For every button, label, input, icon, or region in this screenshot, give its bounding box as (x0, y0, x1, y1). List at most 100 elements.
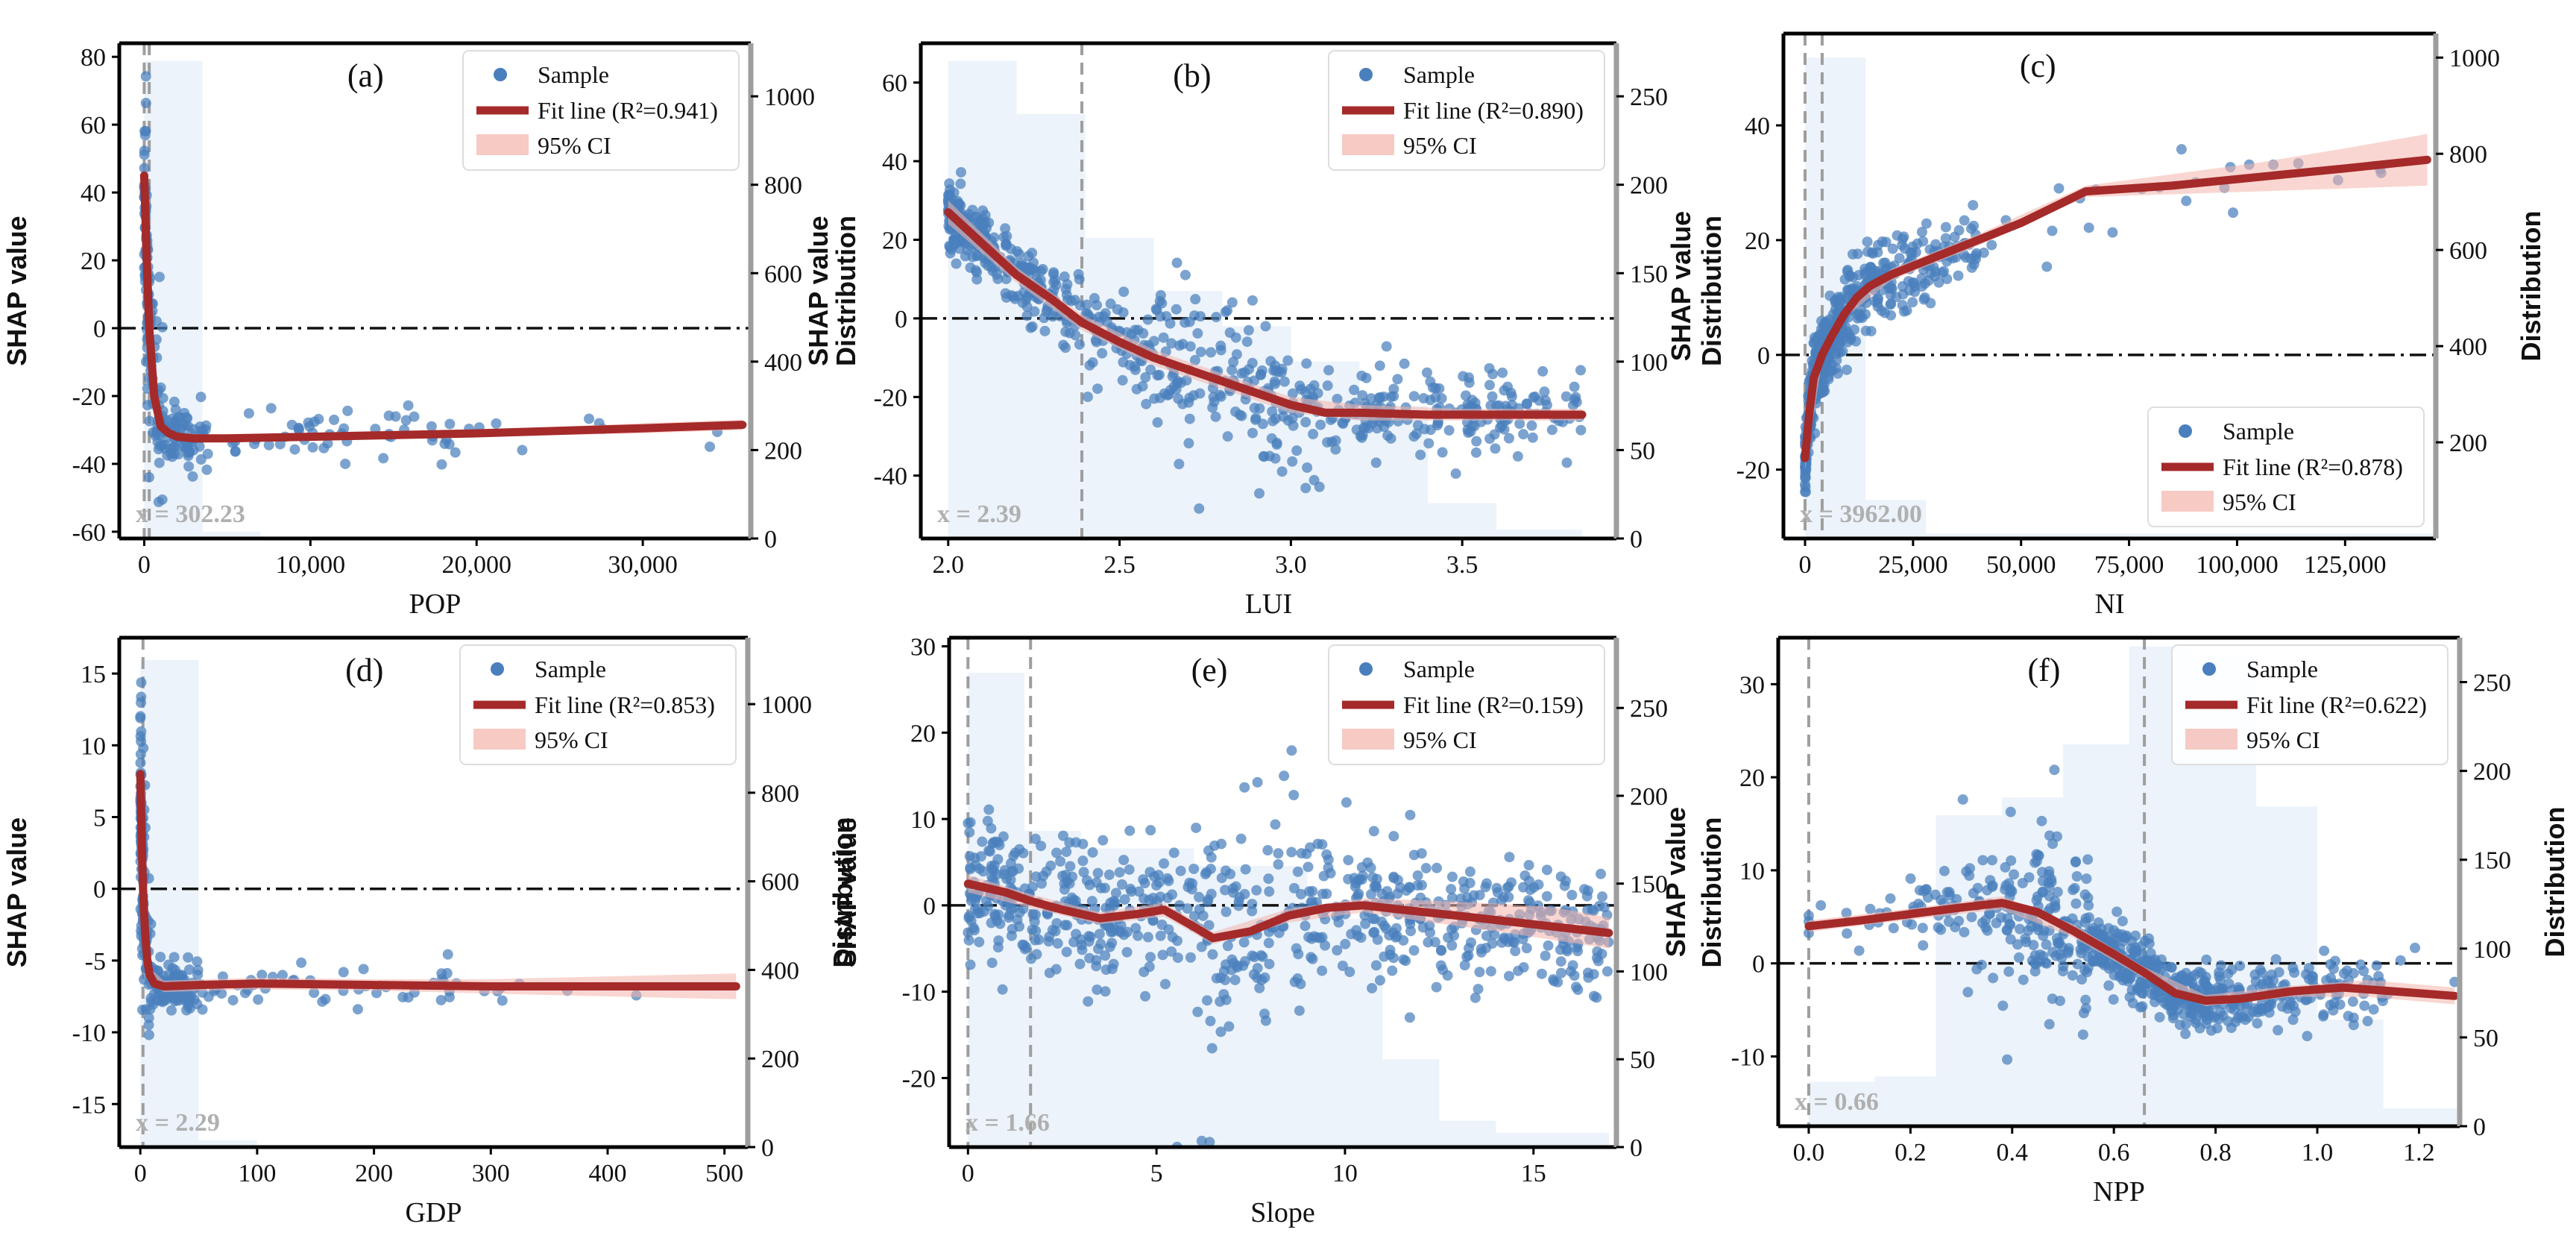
legend-box (1328, 50, 1605, 171)
sample-point (1953, 270, 1964, 281)
sample-point (2190, 970, 2201, 981)
legend-ci-label: 95% CI (2246, 726, 2320, 753)
sample-point (2122, 973, 2133, 984)
sample-point (444, 991, 455, 1002)
sample-point (1317, 965, 1328, 976)
sample-point (977, 836, 988, 847)
sample-point (1446, 892, 1458, 903)
sample-point (1888, 923, 1899, 934)
y-axis-label: SHAP value (831, 817, 862, 967)
sample-point (1387, 965, 1398, 976)
sample-point (1427, 382, 1438, 393)
legend: Sample Fit line (R²=0.878) 95% CI (2147, 406, 2425, 527)
sample-point (1385, 391, 1396, 402)
legend-box (2171, 644, 2449, 765)
legend: Sample Fit line (R²=0.622) 95% CI (2171, 644, 2449, 765)
sample-point (1260, 321, 1271, 332)
sample-point (1487, 368, 1499, 380)
sample-point (197, 1004, 208, 1015)
sample-point (1897, 233, 1908, 245)
sample-point (1092, 383, 1103, 395)
sample-point (1100, 964, 1112, 976)
y-tick-label: 30 (910, 634, 936, 662)
sample-point (1300, 483, 1311, 494)
sample-point (1487, 391, 1498, 402)
sample-point (1171, 935, 1182, 946)
sample-point (1092, 943, 1103, 955)
sample-point (1077, 855, 1089, 867)
sample-point (2256, 998, 2267, 1009)
sample-point (1288, 789, 1300, 800)
sample-point (1503, 937, 1514, 948)
sample-point (1263, 938, 1274, 949)
sample-point (140, 71, 151, 82)
sample-point (1988, 973, 1999, 984)
sample-point (1916, 227, 1927, 238)
sample-point (1429, 937, 1440, 948)
sample-point (1192, 1006, 1203, 1017)
sample-point (154, 457, 165, 468)
sample-point (1206, 1043, 1218, 1054)
sample-point (1044, 967, 1055, 979)
sample-point (1239, 888, 1250, 899)
sample-point (1235, 833, 1247, 844)
sample-point (1312, 388, 1323, 399)
x-tick-label: 500 (705, 1160, 743, 1187)
sample-point (1288, 882, 1300, 894)
legend-sample-label: Sample (2223, 418, 2294, 445)
sample-point (2181, 195, 2192, 207)
histogram-bar (1307, 918, 1383, 1147)
x-tick-label: 2.0 (933, 551, 965, 579)
x-axis-label: POP (409, 588, 462, 620)
sample-point (1133, 886, 1144, 897)
sample-point (2276, 1001, 2287, 1012)
sample-point (2348, 1020, 2359, 1031)
sample-point (2325, 999, 2336, 1011)
sample-point (1421, 367, 1432, 378)
sample-point (1523, 876, 1534, 887)
sample-point (1510, 946, 1521, 957)
sample-point (977, 205, 989, 216)
sample-point (1921, 218, 1932, 229)
sample-point (1043, 936, 1054, 947)
sample-point (1140, 990, 1151, 1002)
sample-point (2072, 958, 2083, 970)
sample-point (256, 970, 268, 981)
sample-point (1887, 243, 1898, 254)
sample-point (2228, 207, 2239, 219)
panel-0: x = 302.23 0 10,000 20,000 30,000 -60 -40 -20 0 2… (1, 41, 861, 620)
sample-point (1303, 932, 1314, 943)
sample-point (1262, 845, 1273, 856)
sample-point (2319, 945, 2330, 956)
sample-point (1060, 870, 1071, 881)
legend-ci-label: 95% CI (538, 132, 611, 159)
sample-point (1027, 248, 1038, 259)
sample-point (1025, 322, 1036, 333)
y-tick-label: 0 (923, 893, 936, 920)
sample-point (2215, 974, 2226, 985)
sample-point (1051, 847, 1062, 858)
panel-2: x = 3962.00 0 25,000 50,000 75,000 100,000 125… (1666, 31, 2546, 620)
sample-point (1149, 871, 1160, 882)
sample-point (1291, 445, 1303, 456)
sample-point (1195, 311, 1206, 322)
sample-point (1320, 940, 1331, 951)
sample-point (436, 459, 447, 470)
sample-point (2137, 987, 2148, 999)
sample-point (1021, 942, 1032, 953)
sample-point (1356, 861, 1367, 873)
sample-point (1183, 438, 1194, 449)
sample-point (1330, 435, 1341, 446)
sample-point (2191, 1017, 2202, 1029)
legend: Sample Fit line (R²=0.159) 95% CI (1328, 644, 1605, 765)
sample-point (1239, 955, 1250, 967)
sample-point (1388, 873, 1399, 884)
sample-point (1468, 890, 1479, 901)
plot-area (119, 638, 748, 1147)
sample-point (1151, 879, 1162, 891)
sample-point (1300, 416, 1311, 427)
legend-fit-label: Fit line (R²=0.890) (1403, 97, 1584, 124)
sample-point (1862, 236, 1873, 248)
y-tick-label: 60 (882, 70, 907, 98)
